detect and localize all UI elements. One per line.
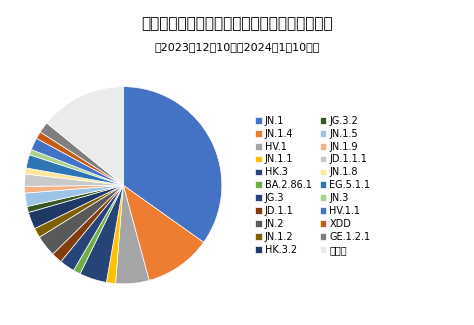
Wedge shape [73,185,123,274]
Legend: JN.1, JN.1.4, HV.1, JN.1.1, HK.3, BA.2.86.1, JG.3, JD.1.1, JN.2, JN.1.2, HK.3.2,: JN.1, JN.1.4, HV.1, JN.1.1, HK.3, BA.2.8… [251,112,374,259]
Wedge shape [61,185,123,270]
Wedge shape [123,87,222,242]
Wedge shape [25,185,123,193]
Wedge shape [27,185,123,213]
Text: 世界で検出されたコロナウイルス変異株の比率: 世界で検出されたコロナウイルス変異株の比率 [141,16,333,31]
Wedge shape [47,87,123,185]
Wedge shape [116,185,149,284]
Wedge shape [26,155,123,185]
Wedge shape [53,185,123,262]
Wedge shape [39,185,123,254]
Wedge shape [25,174,123,186]
Text: （2023年12月10日～2024年1月10日）: （2023年12月10日～2024年1月10日） [155,42,319,52]
Wedge shape [35,185,123,237]
Wedge shape [40,123,123,185]
Wedge shape [106,185,123,283]
Wedge shape [123,185,204,280]
Wedge shape [28,185,123,228]
Wedge shape [25,168,123,185]
Wedge shape [36,132,123,185]
Wedge shape [25,185,123,206]
Wedge shape [31,138,123,185]
Wedge shape [29,150,123,185]
Wedge shape [80,185,123,282]
